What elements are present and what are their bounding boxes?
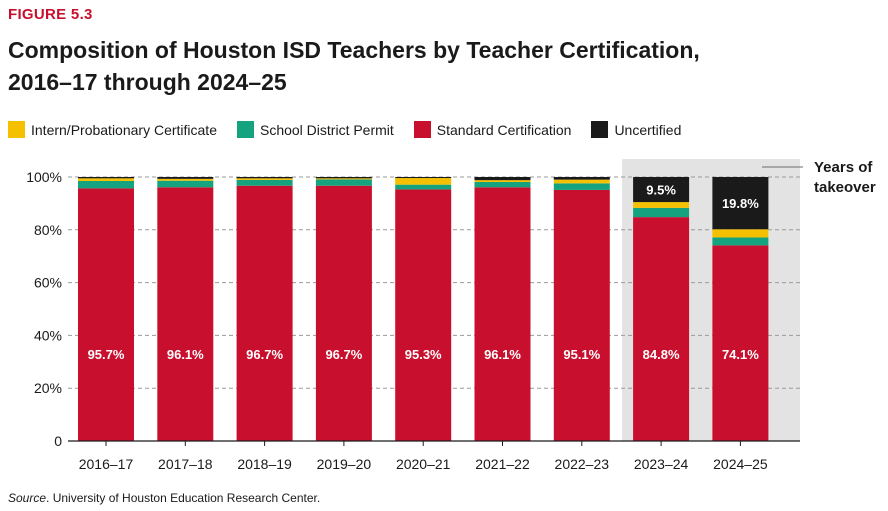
bar-segment-uncertified <box>78 177 134 179</box>
x-tick-label: 2022–23 <box>555 456 610 472</box>
bar-segment-intern-probationary-certificate <box>157 178 214 181</box>
bar-segment-standard-certification <box>712 245 769 441</box>
bar-segment-standard-certification <box>315 185 372 441</box>
bar-segment-intern-probationary-certificate <box>78 178 134 181</box>
x-tick-label: 2019–20 <box>317 456 372 472</box>
bar-segment-intern-probationary-certificate <box>633 202 690 208</box>
legend-label-permit: School District Permit <box>259 121 394 138</box>
source-label: Source <box>8 491 47 505</box>
x-tick-label: 2016–17 <box>79 456 134 472</box>
bar-segment-school-district-permit <box>633 207 690 218</box>
legend-label-uncertified: Uncertified <box>614 121 682 138</box>
chart-title-line-2: 2016–17 through 2024–25 <box>8 69 287 95</box>
legend-item-uncertified: Uncertified <box>591 121 681 138</box>
bar-segment-standard-certification <box>157 187 214 441</box>
data-label-standard: 95.7% <box>88 347 125 362</box>
bar-segment-intern-probationary-certificate <box>395 178 452 185</box>
x-tick-label: 2023–24 <box>634 456 689 472</box>
x-tick-label: 2020–21 <box>396 456 451 472</box>
bar-segment-uncertified <box>395 177 452 179</box>
chart-title-line-1: Composition of Houston ISD Teachers by T… <box>8 37 700 63</box>
data-label-uncertified: 19.8% <box>722 196 759 211</box>
bar-segment-school-district-permit <box>236 179 293 186</box>
x-tick-label: 2018–19 <box>237 456 292 472</box>
data-label-uncertified: 9.5% <box>646 183 676 198</box>
bar-segment-standard-certification <box>553 189 610 441</box>
bar-segment-standard-certification <box>474 187 531 441</box>
source-text: . University of Houston Education Resear… <box>46 491 321 505</box>
legend-item-intern: Intern/Probationary Certificate <box>8 121 217 138</box>
data-label-standard: 96.7% <box>246 347 283 362</box>
bar-segment-school-district-permit <box>395 184 452 190</box>
bar-segment-school-district-permit <box>157 180 214 188</box>
bar-segment-uncertified <box>712 177 769 230</box>
bar-segment-standard-certification <box>78 188 134 441</box>
bar-segment-standard-certification <box>633 217 690 441</box>
bar-segment-school-district-permit <box>78 180 134 189</box>
annotation-takeover: takeover <box>814 179 876 196</box>
y-tick-label: 0 <box>54 433 62 449</box>
bar-segment-intern-probationary-certificate <box>553 179 610 184</box>
x-tick-label: 2021–22 <box>475 456 530 472</box>
legend: Intern/Probationary Certificate School D… <box>8 121 701 138</box>
bar-segment-school-district-permit <box>553 183 610 190</box>
y-tick-label: 40% <box>34 327 62 343</box>
bar-segment-intern-probationary-certificate <box>315 178 372 180</box>
bar-segment-intern-probationary-certificate <box>712 229 769 238</box>
legend-swatch-standard <box>413 121 431 138</box>
x-tick-label: 2017–18 <box>158 456 213 472</box>
bar-segment-uncertified <box>315 177 372 179</box>
data-label-standard: 95.3% <box>405 347 442 362</box>
y-tick-label: 100% <box>26 169 62 185</box>
legend-item-standard: Standard Certification <box>413 121 572 138</box>
legend-item-permit: School District Permit <box>236 121 394 138</box>
data-label-standard: 96.1% <box>484 347 521 362</box>
data-label-standard: 96.7% <box>325 347 362 362</box>
bar-segment-school-district-permit <box>474 182 531 188</box>
bar-segment-school-district-permit <box>712 237 769 246</box>
bar-segment-intern-probationary-certificate <box>474 180 531 183</box>
bar-segment-intern-probationary-certificate <box>236 178 293 180</box>
bar-segment-standard-certification <box>236 185 293 441</box>
figure-label: FIGURE 5.3 <box>8 6 93 23</box>
bar-segment-uncertified <box>236 177 293 179</box>
bar-segment-uncertified <box>157 177 214 179</box>
legend-label-intern: Intern/Probationary Certificate <box>31 121 217 138</box>
x-tick-label: 2024–25 <box>713 456 768 472</box>
bar-segment-uncertified <box>553 177 610 180</box>
data-label-standard: 74.1% <box>722 347 759 362</box>
legend-swatch-permit <box>236 121 254 138</box>
annotation-years-of: Years of <box>814 159 873 176</box>
bar-segment-standard-certification <box>395 189 452 441</box>
legend-swatch-uncertified <box>591 121 609 138</box>
y-tick-label: 20% <box>34 380 62 396</box>
chart-title: Composition of Houston ISD Teachers by T… <box>8 34 868 98</box>
source-note: Source. University of Houston Education … <box>8 491 320 505</box>
bar-segment-school-district-permit <box>315 179 372 186</box>
bar-segment-uncertified <box>474 177 531 181</box>
bar-segment-uncertified <box>633 177 690 203</box>
data-label-standard: 84.8% <box>643 347 680 362</box>
y-tick-label: 60% <box>34 275 62 291</box>
legend-label-standard: Standard Certification <box>436 121 572 138</box>
data-label-standard: 95.1% <box>563 347 600 362</box>
y-tick-label: 80% <box>34 222 62 238</box>
data-label-standard: 96.1% <box>167 347 204 362</box>
legend-swatch-intern <box>8 121 25 138</box>
